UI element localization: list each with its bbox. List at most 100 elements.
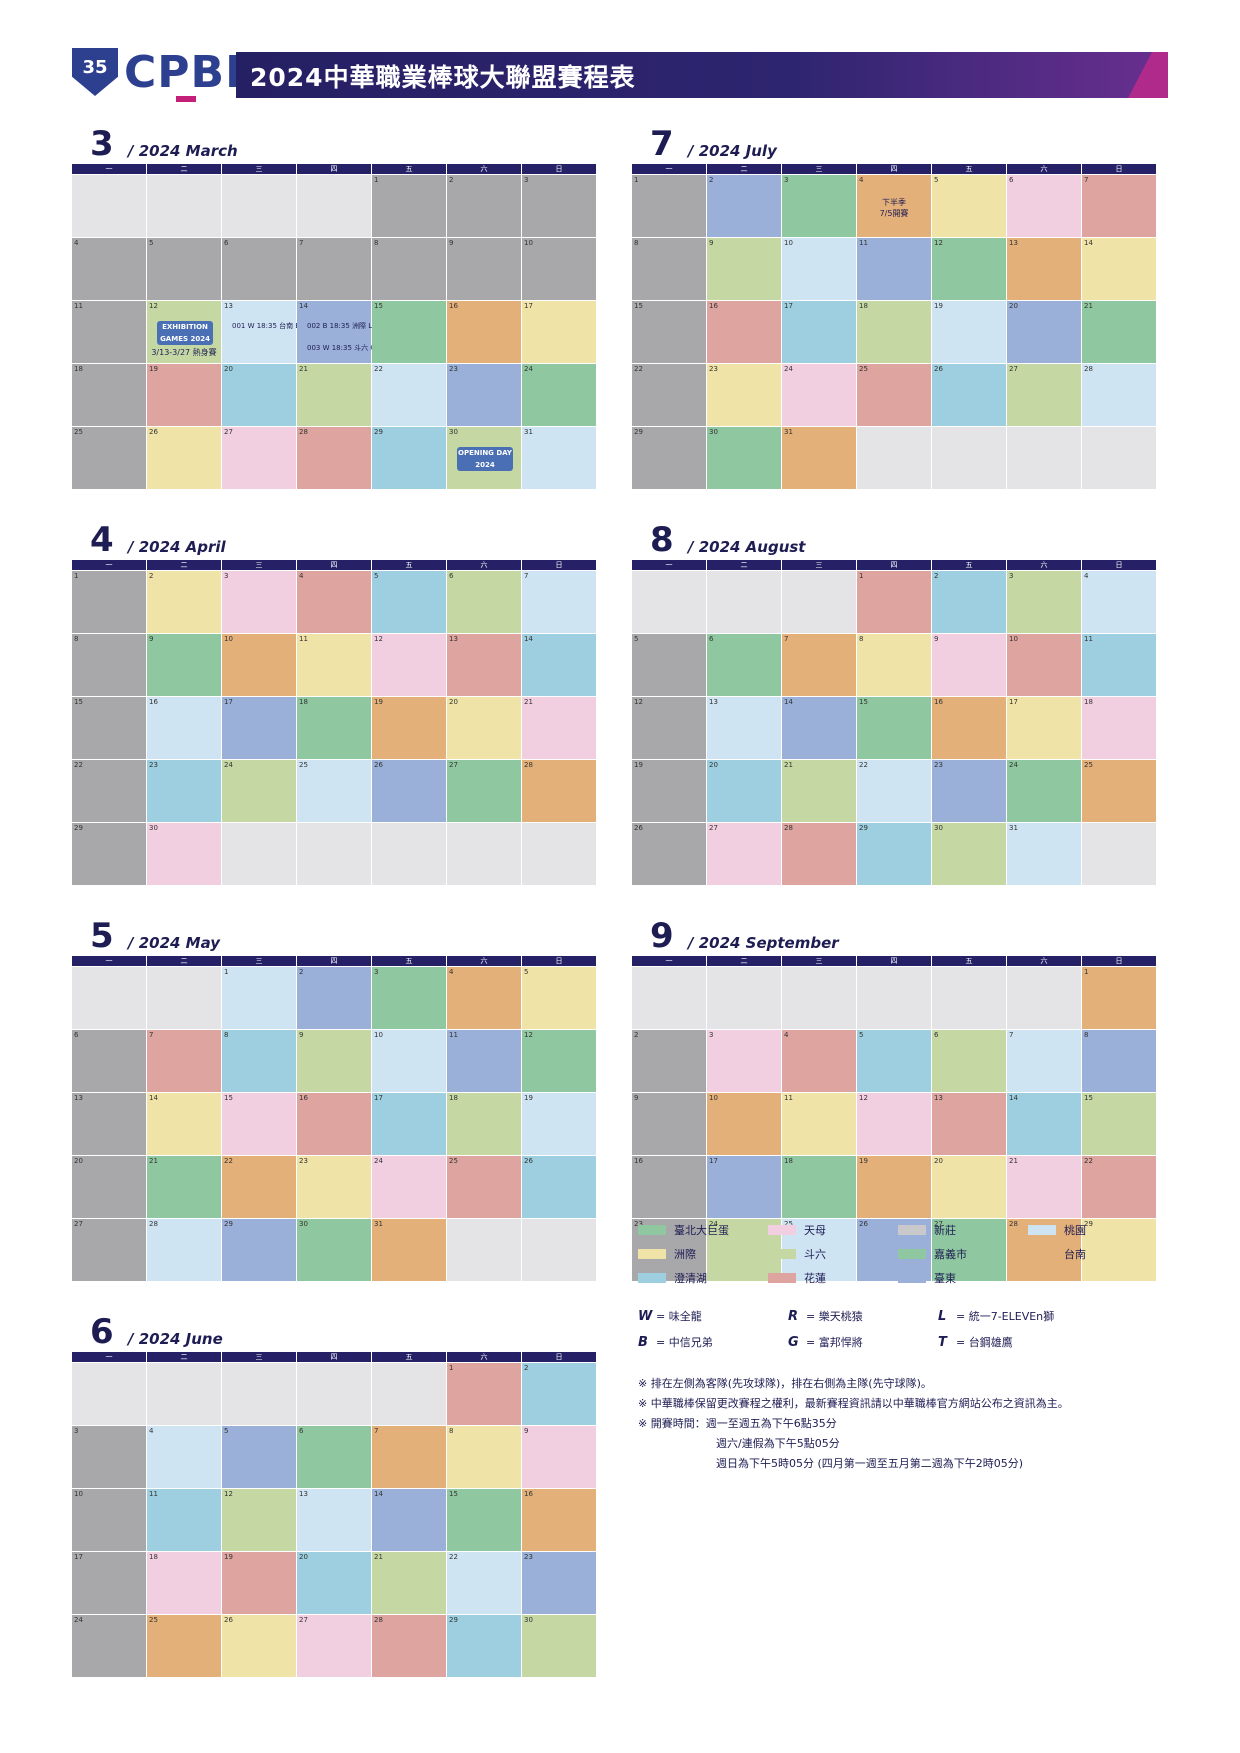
day-number: 22 <box>449 1553 458 1561</box>
day-number: 28 <box>149 1220 158 1228</box>
month-august: 8/ 2024 August 一二三四五六日 1 2 3 4 5 6 7 8 9 10 11 12 13 14… <box>632 520 1160 885</box>
day-cell: 12 <box>222 1489 296 1551</box>
day-number: 2 <box>449 176 454 184</box>
calendar-grid: 1 2 3 4 5 6 7 8 9 10 11 12 13 14 15 16 17 18 19 20 21 22 23 24 2… <box>632 571 1160 885</box>
venue-name: 臺北大巨蛋 <box>674 1224 729 1237</box>
day-number: 28 <box>784 824 793 832</box>
game-entry: 003 W 18:35 斗六 G <box>307 344 376 352</box>
day-cell: 30 <box>932 823 1006 885</box>
day-number: 8 <box>859 635 864 643</box>
month-july: 7/ 2024 July 一二三四五六日 1 2 3 4 下半季 7/5開賽 5 6 7 8 9 10 1… <box>632 124 1160 489</box>
venue-legend-item: 天母 <box>768 1222 898 1238</box>
day-cell: 24 <box>372 1156 446 1218</box>
day-cell <box>1007 967 1081 1029</box>
day-number: 8 <box>634 239 639 247</box>
day-number: 13 <box>74 1094 83 1102</box>
day-number: 17 <box>224 698 233 706</box>
day-cell: 9 <box>707 238 781 300</box>
day-cell: 14 <box>1082 238 1156 300</box>
day-cell: 10 <box>372 1030 446 1092</box>
day-number: 10 <box>524 239 533 247</box>
day-number: 12 <box>224 1490 233 1498</box>
day-cell: 4 <box>297 571 371 633</box>
day-cell: 9 <box>632 1093 706 1155</box>
day-number: 25 <box>74 428 83 436</box>
weekday-header: 一二三四五六日 <box>72 1352 600 1362</box>
day-number: 21 <box>784 761 793 769</box>
day-cell <box>447 823 521 885</box>
weekday-label: 日 <box>522 1352 596 1362</box>
day-cell <box>372 823 446 885</box>
day-cell: 26 <box>932 364 1006 426</box>
day-cell: 11 <box>447 1030 521 1092</box>
day-cell: 1 <box>222 967 296 1029</box>
day-number: 30 <box>449 428 458 436</box>
day-cell: 10 <box>522 238 596 300</box>
day-number: 4 <box>784 1031 789 1039</box>
weekday-label: 日 <box>522 560 596 570</box>
day-cell: 22 <box>632 364 706 426</box>
day-cell: 4 <box>72 238 146 300</box>
weekday-label: 五 <box>932 560 1006 570</box>
day-cell: 10 <box>782 238 856 300</box>
day-cell: 16 <box>632 1156 706 1218</box>
day-number: 20 <box>1009 302 1018 310</box>
day-cell: 1 <box>1082 967 1156 1029</box>
note-line: 週六/連假為下午5點05分 <box>716 1437 840 1450</box>
day-number: 19 <box>224 1553 233 1561</box>
day-cell: 20 <box>72 1156 146 1218</box>
day-cell: 15 <box>372 301 446 363</box>
month-number: 8 <box>650 520 674 560</box>
day-cell: 14 <box>372 1489 446 1551</box>
day-number: 28 <box>374 1616 383 1624</box>
day-number: 24 <box>74 1616 83 1624</box>
day-cell: 18 <box>297 697 371 759</box>
day-cell: 23 <box>297 1156 371 1218</box>
day-cell: 17 <box>782 301 856 363</box>
day-cell: 10 <box>707 1093 781 1155</box>
weekday-header: 一二三四五六日 <box>632 956 1160 966</box>
day-number: 12 <box>524 1031 533 1039</box>
day-number: 15 <box>224 1094 233 1102</box>
title-banner: 2024中華職業棒球大聯盟賽程表 <box>236 52 1168 98</box>
day-cell: 29 <box>222 1219 296 1281</box>
day-cell: 24 <box>782 364 856 426</box>
day-cell: 13 001 W 18:35 台南 B <box>222 301 300 363</box>
day-cell: 2 <box>522 1363 596 1425</box>
day-number: 5 <box>224 1427 229 1435</box>
day-number: 23 <box>299 1157 308 1165</box>
day-number: 8 <box>449 1427 454 1435</box>
day-number: 14 <box>524 635 533 643</box>
venue-legend-item: 斗六 <box>768 1246 898 1262</box>
month-heading: 8 / 2024 August <box>632 520 1160 560</box>
day-cell: 13 <box>707 697 781 759</box>
day-cell: 6 <box>72 1030 146 1092</box>
logo-text: CPBL <box>124 47 255 98</box>
day-cell: 25 <box>147 1615 221 1677</box>
day-cell: 7 <box>147 1030 221 1092</box>
day-cell: 8 <box>632 238 706 300</box>
day-cell <box>932 967 1006 1029</box>
day-cell <box>632 571 706 633</box>
weekday-label: 二 <box>147 560 221 570</box>
day-cell: 9 <box>147 634 221 696</box>
day-cell <box>782 571 856 633</box>
day-cell: 9 <box>447 238 521 300</box>
day-cell: 17 <box>1007 697 1081 759</box>
day-number: 25 <box>1084 761 1093 769</box>
day-cell: 27 <box>932 1219 1006 1281</box>
opening-day-badge: OPENING DAY 2024 <box>457 447 513 471</box>
day-number: 27 <box>224 428 233 436</box>
day-number: 17 <box>74 1553 83 1561</box>
day-cell: 31 <box>1007 823 1081 885</box>
day-cell: 12 <box>632 697 706 759</box>
day-cell: 25 <box>447 1156 521 1218</box>
anniversary-badge: 35 <box>72 48 118 96</box>
weekday-label: 四 <box>297 1352 371 1362</box>
day-cell: 19 <box>857 1156 931 1218</box>
day-cell: 10 <box>1007 634 1081 696</box>
day-number: 19 <box>374 698 383 706</box>
day-number: 22 <box>859 761 868 769</box>
logo-accent <box>176 96 196 102</box>
day-number: 31 <box>1009 824 1018 832</box>
